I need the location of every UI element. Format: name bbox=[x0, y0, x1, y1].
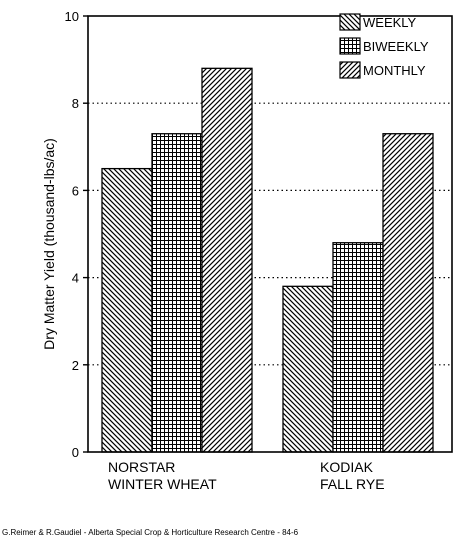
y-tick-label: 8 bbox=[72, 96, 79, 111]
bars bbox=[101, 67, 434, 453]
legend-swatch-monthly bbox=[339, 61, 361, 79]
bar-weekly-1 bbox=[282, 285, 334, 453]
legend: WEEKLY BIWEEKLY MONTHLY bbox=[339, 13, 429, 79]
legend-label-monthly: MONTHLY bbox=[363, 63, 426, 78]
y-axis-ticks: 0 2 4 6 8 10 bbox=[65, 9, 88, 460]
bar-biweekly-1 bbox=[332, 242, 384, 453]
y-axis-label: Dry Matter Yield (thousand-lbs/ac) bbox=[41, 138, 57, 350]
x-category-label: NORSTAR WINTER WHEAT bbox=[108, 459, 217, 492]
bar-biweekly-0 bbox=[151, 133, 203, 453]
plot-frame bbox=[87, 15, 453, 453]
legend-label-biweekly: BIWEEKLY bbox=[363, 39, 429, 54]
legend-label-weekly: WEEKLY bbox=[363, 15, 417, 30]
y-tick-label: 6 bbox=[72, 183, 79, 198]
x-category-label: KODIAK FALL RYE bbox=[320, 459, 385, 492]
y-tick-label: 4 bbox=[72, 271, 79, 286]
bar-weekly-0 bbox=[101, 167, 153, 453]
y-tick-label: 0 bbox=[72, 445, 79, 460]
x-axis-categories: NORSTAR WINTER WHEAT KODIAK FALL RYE bbox=[108, 459, 385, 492]
bar-monthly-0 bbox=[201, 67, 253, 453]
y-tick-label: 2 bbox=[72, 358, 79, 373]
legend-swatch-weekly bbox=[339, 13, 361, 31]
bar-monthly-1 bbox=[382, 133, 434, 453]
legend-swatch-biweekly bbox=[339, 37, 361, 55]
y-tick-label: 10 bbox=[65, 9, 79, 24]
credit-line: G.Reimer & R.Gaudiel - Alberta Special C… bbox=[2, 528, 299, 537]
